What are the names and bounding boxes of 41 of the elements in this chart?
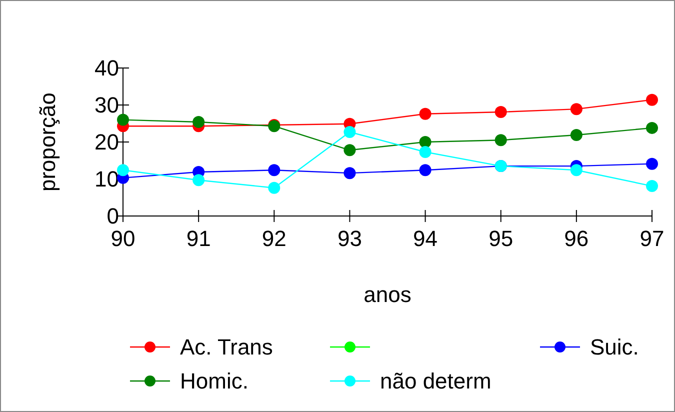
point [419,146,432,158]
y-axis-title: proporção [35,92,60,192]
legend-label: Homic. [180,368,248,394]
point [419,136,432,148]
y-tick-label: 10 [94,166,119,192]
point [419,164,432,176]
x-axis-title: anos [364,282,412,307]
point [192,116,205,128]
point [646,94,658,106]
x-tick-label: 95 [488,226,514,251]
point [570,164,582,176]
point [192,174,205,186]
point [646,180,658,192]
legend-label: não determ [380,368,492,394]
x-tick-label: 93 [337,226,362,251]
legend-label: Ac. Trans [180,334,273,360]
x-tick-label: 97 [640,226,664,251]
x-tick-label: 92 [262,226,286,251]
point [646,158,658,170]
point [344,144,356,156]
y-tick-label: 20 [94,130,119,155]
x-tick-label: 94 [413,226,438,251]
point [494,134,507,146]
x-tick-label: 96 [564,226,589,251]
x-tick-label: 91 [186,226,211,251]
y-tick-label: 0 [106,204,119,229]
point [268,164,280,176]
point [344,126,356,138]
point [419,108,432,120]
y-tick-label: 30 [94,92,119,118]
point [268,182,280,194]
legend-label: Suic. [590,334,639,360]
point [494,106,507,118]
x-tick-label: 90 [110,226,136,251]
point [570,103,582,116]
point [646,122,658,134]
point [344,167,356,180]
point [117,164,129,176]
point [570,128,582,141]
point [117,114,129,126]
y-tick-label: 40 [94,56,119,81]
